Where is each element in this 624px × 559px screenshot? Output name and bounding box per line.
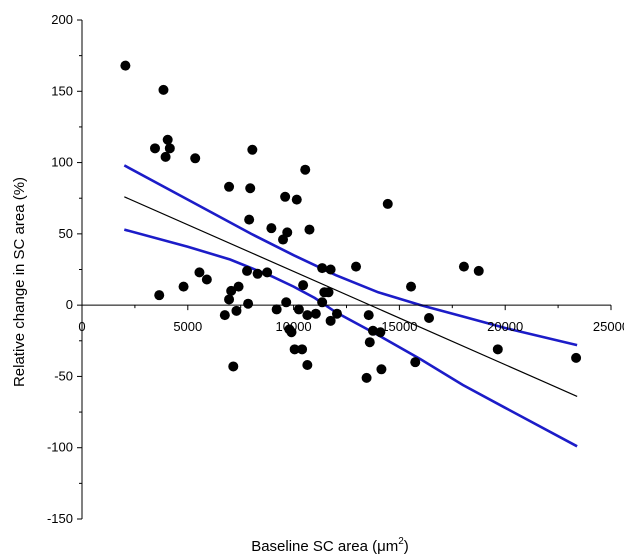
data-point — [245, 183, 256, 194]
data-point — [242, 265, 253, 276]
data-point — [164, 143, 175, 154]
x-tick-label: 10000 — [276, 319, 312, 334]
data-point — [201, 274, 212, 285]
x-tick-label: 25000 — [593, 319, 624, 334]
data-point — [280, 191, 291, 202]
fit-line — [124, 196, 578, 397]
y-tick-label: 100 — [51, 155, 73, 170]
data-point — [367, 325, 378, 336]
data-point — [375, 327, 386, 338]
data-point — [317, 263, 328, 274]
y-tick-label: -100 — [47, 440, 73, 455]
data-point — [244, 214, 255, 225]
data-point — [158, 84, 169, 95]
y-tick-label: 200 — [51, 12, 73, 27]
data-point — [310, 308, 321, 319]
y-tick-label: -50 — [54, 368, 73, 383]
data-point — [406, 281, 417, 292]
data-point — [224, 181, 235, 192]
y-tick-label: -150 — [47, 511, 73, 526]
data-point — [361, 372, 372, 383]
data-point — [293, 304, 304, 315]
data-point — [252, 268, 263, 279]
y-axis-title: Relative change in SC area (%) — [11, 177, 28, 387]
data-point — [323, 287, 334, 298]
data-point — [154, 290, 165, 301]
data-point — [300, 164, 311, 175]
data-point — [304, 224, 315, 235]
data-point — [297, 344, 308, 355]
data-point — [282, 227, 293, 238]
data-point — [289, 344, 300, 355]
x-axis-title-superscript: 2 — [398, 536, 404, 547]
data-point — [120, 60, 131, 71]
x-axis-title: Baseline SC area (μm2) — [251, 536, 409, 555]
x-tick-label: 0 — [78, 319, 85, 334]
data-point — [424, 312, 435, 323]
data-point — [302, 310, 313, 321]
data-point — [376, 364, 387, 375]
data-point — [247, 144, 258, 155]
data-point — [262, 267, 273, 278]
data-point — [160, 151, 171, 162]
x-tick-label: 15000 — [381, 319, 417, 334]
data-point — [325, 264, 336, 275]
x-ticks: 0 5000 10000 15000 20000 25000 — [78, 305, 624, 334]
data-point — [228, 361, 239, 372]
axes: 0 5000 10000 15000 20000 25000 -150 -100 -50 0 50… — [47, 12, 624, 526]
data-point — [382, 198, 393, 209]
x-axis-title-suffix: ) — [404, 538, 409, 555]
data-point — [286, 327, 297, 338]
y-tick-label: 150 — [51, 83, 73, 98]
x-tick-label: 5000 — [173, 319, 202, 334]
data-point — [571, 352, 582, 363]
data-point — [231, 305, 242, 316]
data-point — [363, 310, 374, 321]
confidence-upper-line — [123, 164, 578, 347]
data-point — [224, 294, 235, 305]
data-point — [458, 261, 469, 272]
confidence-band — [123, 164, 578, 448]
data-point — [233, 281, 244, 292]
data-point — [492, 344, 503, 355]
data-point — [281, 297, 292, 308]
data-point — [325, 315, 336, 326]
x-axis-title-text: Baseline SC area (μm — [251, 538, 398, 555]
data-point — [226, 285, 237, 296]
data-point — [150, 143, 161, 154]
data-point — [219, 310, 230, 321]
data-point — [298, 280, 309, 291]
data-point — [291, 194, 302, 205]
y-tick-label: 50 — [59, 226, 73, 241]
data-points — [120, 60, 582, 383]
confidence-lower-line — [123, 228, 578, 448]
data-point — [317, 297, 328, 308]
data-point — [473, 265, 484, 276]
data-point — [331, 308, 342, 319]
data-point — [302, 360, 313, 371]
data-point — [162, 134, 173, 145]
data-point — [410, 357, 421, 368]
data-point — [351, 261, 362, 272]
y-ticks: -150 -100 -50 0 50 100 150 200 — [47, 12, 82, 526]
y-tick-label: 0 — [66, 297, 73, 312]
data-point — [364, 337, 375, 348]
data-point — [271, 304, 282, 315]
data-point — [178, 281, 189, 292]
data-point — [266, 223, 277, 234]
regression-fit — [124, 196, 578, 397]
data-point — [190, 153, 201, 164]
data-point — [243, 298, 254, 309]
data-point — [194, 267, 205, 278]
x-tick-label: 20000 — [487, 319, 523, 334]
